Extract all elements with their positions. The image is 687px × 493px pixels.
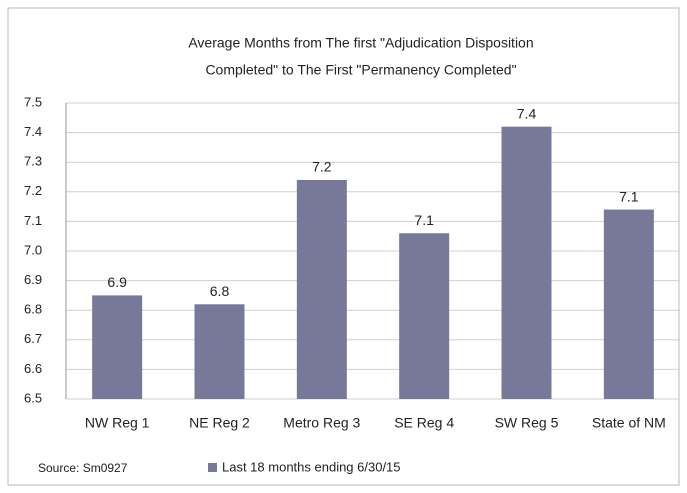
data-label: 7.1	[414, 212, 434, 228]
data-label: 7.4	[517, 105, 537, 121]
y-tick-label: 6.7	[24, 331, 42, 346]
chart-title: Average Months from The first "Adjudicat…	[188, 35, 533, 51]
y-tick-label: 7.5	[24, 94, 42, 109]
y-tick-label: 7.0	[24, 242, 42, 257]
data-label: 7.2	[312, 159, 332, 175]
x-tick-label: NW Reg 1	[85, 415, 150, 431]
data-label: 6.9	[107, 274, 127, 290]
y-tick-label: 6.8	[24, 302, 42, 317]
data-label: 6.8	[210, 283, 230, 299]
legend-swatch	[208, 463, 217, 472]
data-label: 7.1	[619, 188, 639, 204]
bar	[399, 233, 450, 399]
y-tick-label: 6.9	[24, 272, 42, 287]
y-tick-label: 6.6	[24, 361, 42, 376]
x-tick-label: NE Reg 2	[189, 415, 250, 431]
legend-label: Last 18 months ending 6/30/15	[222, 459, 401, 474]
bar	[603, 209, 654, 399]
bar	[501, 126, 552, 400]
x-tick-label: SE Reg 4	[394, 415, 454, 431]
source-note: Source: Sm0927	[38, 461, 128, 475]
bar	[296, 179, 347, 399]
x-tick-label: Metro Reg 3	[283, 415, 360, 431]
y-tick-label: 7.3	[24, 154, 42, 169]
x-tick-label: State of NM	[592, 415, 666, 431]
y-tick-label: 7.4	[24, 124, 42, 139]
y-tick-label: 7.1	[24, 213, 42, 228]
bar	[92, 295, 143, 399]
chart-title: Completed" to The First "Permanency Comp…	[205, 62, 516, 78]
y-tick-label: 6.5	[24, 390, 42, 405]
bar	[194, 304, 245, 399]
y-tick-label: 7.2	[24, 183, 42, 198]
x-tick-label: SW Reg 5	[495, 415, 559, 431]
